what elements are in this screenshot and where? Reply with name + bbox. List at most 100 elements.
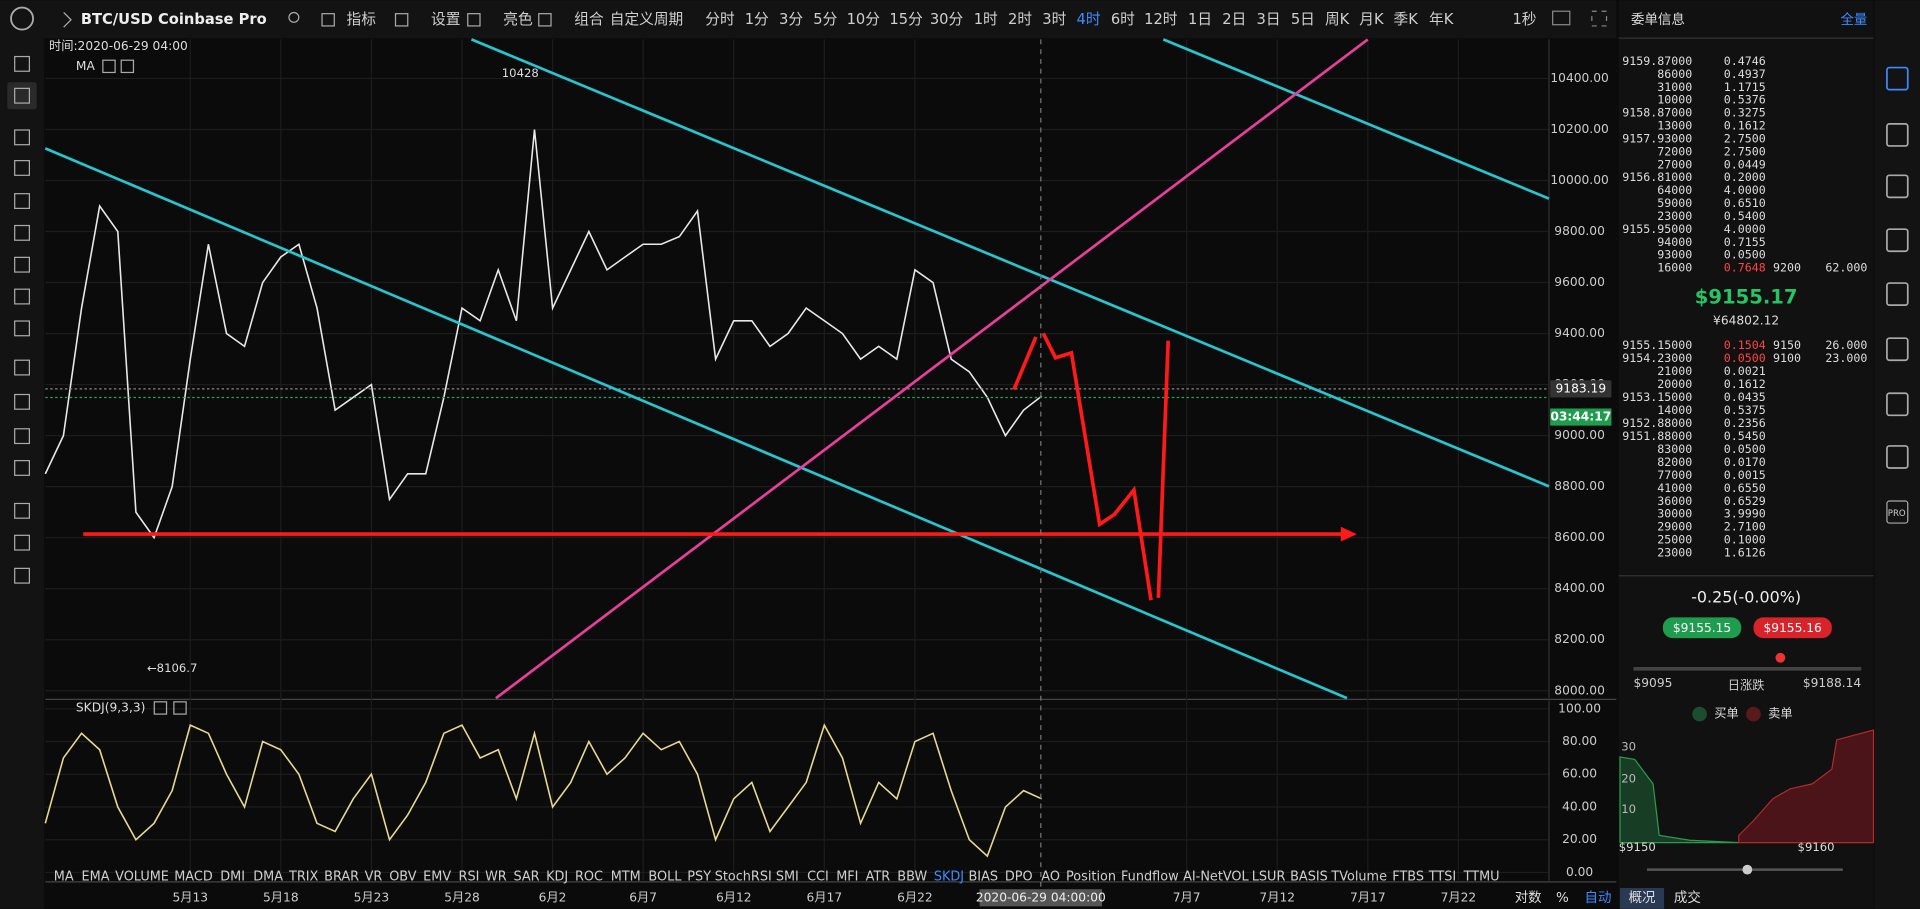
bid-button[interactable] [1662, 617, 1742, 639]
toolbar-icon[interactable] [321, 13, 335, 27]
logo[interactable] [10, 6, 34, 31]
toolbar-icon[interactable] [394, 13, 409, 27]
indicator-tab[interactable]: FTBS [1392, 869, 1424, 884]
indicator-tab[interactable]: WR [485, 869, 507, 884]
indicator-tab[interactable]: TTSI [1428, 869, 1456, 884]
indicator-tab[interactable]: EMV [423, 869, 451, 884]
indicator-tab[interactable]: BIAS [968, 869, 998, 884]
indicator-tab[interactable]: BRAR [324, 869, 359, 884]
tool-icon[interactable] [14, 502, 30, 519]
indicator-tab[interactable]: SKDJ [934, 869, 964, 884]
indicator-tab[interactable]: DMI [220, 869, 245, 884]
ask-price[interactable]: $9155.16 [1763, 621, 1822, 635]
indicator-tab[interactable]: DMA [253, 869, 283, 884]
toolbar-item[interactable]: 2日 [1222, 11, 1246, 28]
tool-icon[interactable] [14, 534, 30, 551]
tool-icon[interactable] [14, 288, 30, 305]
tool-icon[interactable] [14, 256, 30, 273]
axis-option[interactable]: % [1556, 891, 1569, 906]
toolbar-item[interactable]: 组合 [574, 11, 604, 28]
sidebar-icon[interactable] [1886, 174, 1909, 199]
tool-icon[interactable] [14, 55, 30, 72]
indicator-tab[interactable]: RSI [459, 869, 480, 884]
indicator-tab[interactable]: TRIX [288, 869, 319, 884]
indicator-tab[interactable]: StochRSI [715, 869, 772, 884]
toolbar-item[interactable]: 5分 [813, 11, 837, 28]
tool-icon[interactable] [14, 224, 30, 241]
toolbar-item[interactable]: 10分 [847, 11, 881, 28]
settings-icon[interactable] [153, 701, 168, 715]
symbol[interactable]: BTC/USD Coinbase Pro [81, 11, 267, 28]
tool-icon[interactable] [14, 87, 30, 104]
tool-icon[interactable] [14, 428, 30, 445]
toolbar-item[interactable]: 5日 [1291, 11, 1315, 28]
indicator-tab[interactable]: VR [365, 869, 383, 884]
toolbar-item[interactable]: 3日 [1257, 11, 1281, 28]
toolbar-item[interactable]: 4时 [1077, 11, 1101, 28]
indicator-tab[interactable]: MFI [836, 869, 858, 884]
indicator-tab[interactable]: KDJ [546, 869, 568, 884]
indicator-tab[interactable]: TVolume [1330, 869, 1387, 884]
toolbar-icon[interactable] [538, 13, 552, 27]
zoom-handle[interactable] [1742, 864, 1753, 875]
toolbar-icon[interactable] [467, 13, 481, 27]
toolbar-item[interactable]: 2时 [1008, 11, 1032, 28]
settings-icon[interactable] [102, 59, 116, 74]
toolbar-item[interactable]: 季K [1394, 11, 1419, 28]
indicator-tab[interactable]: Fundflow [1121, 869, 1179, 884]
camera-icon[interactable] [1552, 10, 1571, 26]
indicator-tab[interactable]: SAR [513, 869, 539, 884]
indicator-tab[interactable]: CCI [807, 869, 829, 884]
pro-label[interactable]: PRO [1888, 509, 1906, 519]
toolbar-item[interactable]: 1秒 [1512, 11, 1536, 28]
indicator-tab[interactable]: EMA [82, 869, 110, 884]
indicator-tab[interactable]: MACD [174, 869, 213, 884]
sidebar-icon[interactable] [1886, 282, 1909, 306]
indicator-tab[interactable]: VOLUME [115, 869, 169, 884]
tool-icon[interactable] [14, 460, 30, 476]
toolbar-item[interactable]: 3时 [1042, 11, 1066, 28]
sidebar-icon[interactable] [1886, 500, 1909, 524]
sidebar-icon[interactable] [1886, 123, 1909, 147]
indicator-tab[interactable]: LSUR [1252, 869, 1286, 884]
axis-option[interactable]: 自动 [1585, 890, 1612, 906]
fullscreen-icon[interactable] [1591, 10, 1608, 27]
indicator-tab[interactable]: SMI [776, 869, 799, 884]
indicator-tab[interactable]: MTM [611, 869, 641, 884]
toolbar-item[interactable]: 6时 [1111, 11, 1135, 28]
toolbar-item[interactable]: 1分 [745, 11, 769, 28]
tool-icon[interactable] [14, 320, 30, 337]
sidebar-icon[interactable] [1886, 392, 1909, 417]
indicator-tab[interactable]: Position [1066, 869, 1116, 884]
toolbar-item[interactable]: 周K [1325, 11, 1350, 28]
tab[interactable]: 概况 [1629, 890, 1656, 906]
toolbar-item[interactable]: 15分 [889, 11, 923, 28]
bid-price[interactable]: $9155.15 [1673, 621, 1731, 635]
mode-toggle[interactable]: 全量 [1840, 11, 1867, 28]
toolbar-item[interactable]: 1日 [1188, 11, 1212, 28]
toolbar-item[interactable]: 12时 [1144, 11, 1178, 28]
indicator-tab[interactable]: PSY [687, 869, 711, 884]
indicator-tab[interactable]: TTMU [1463, 869, 1500, 884]
toolbar-item[interactable]: 设置 [431, 11, 460, 28]
indicator-tab[interactable]: MA [54, 869, 74, 884]
search-icon[interactable] [288, 11, 300, 23]
indicator-tab[interactable]: OBV [389, 869, 417, 884]
ask-button[interactable] [1753, 617, 1832, 639]
indicator-tab[interactable]: BOLL [648, 869, 682, 884]
toolbar-item[interactable]: 自定义周期 [610, 11, 683, 28]
toolbar-item[interactable]: 亮色 [503, 11, 533, 28]
toolbar-item[interactable]: 分时 [705, 11, 735, 28]
sidebar-icon[interactable] [1886, 337, 1909, 362]
axis-option[interactable]: 对数 [1515, 890, 1542, 906]
indicator-tab[interactable]: AO [1041, 869, 1060, 884]
tool-icon[interactable] [14, 160, 30, 176]
close-icon[interactable] [173, 701, 187, 715]
sidebar-icon[interactable] [1886, 66, 1909, 91]
sidebar-icon[interactable] [1886, 228, 1909, 253]
toolbar-item[interactable]: 1时 [974, 11, 998, 28]
sidebar-icon[interactable] [1886, 445, 1909, 469]
tool-icon[interactable] [14, 393, 30, 410]
tab[interactable]: 成交 [1674, 889, 1701, 906]
toolbar-item[interactable]: 3分 [779, 11, 803, 28]
